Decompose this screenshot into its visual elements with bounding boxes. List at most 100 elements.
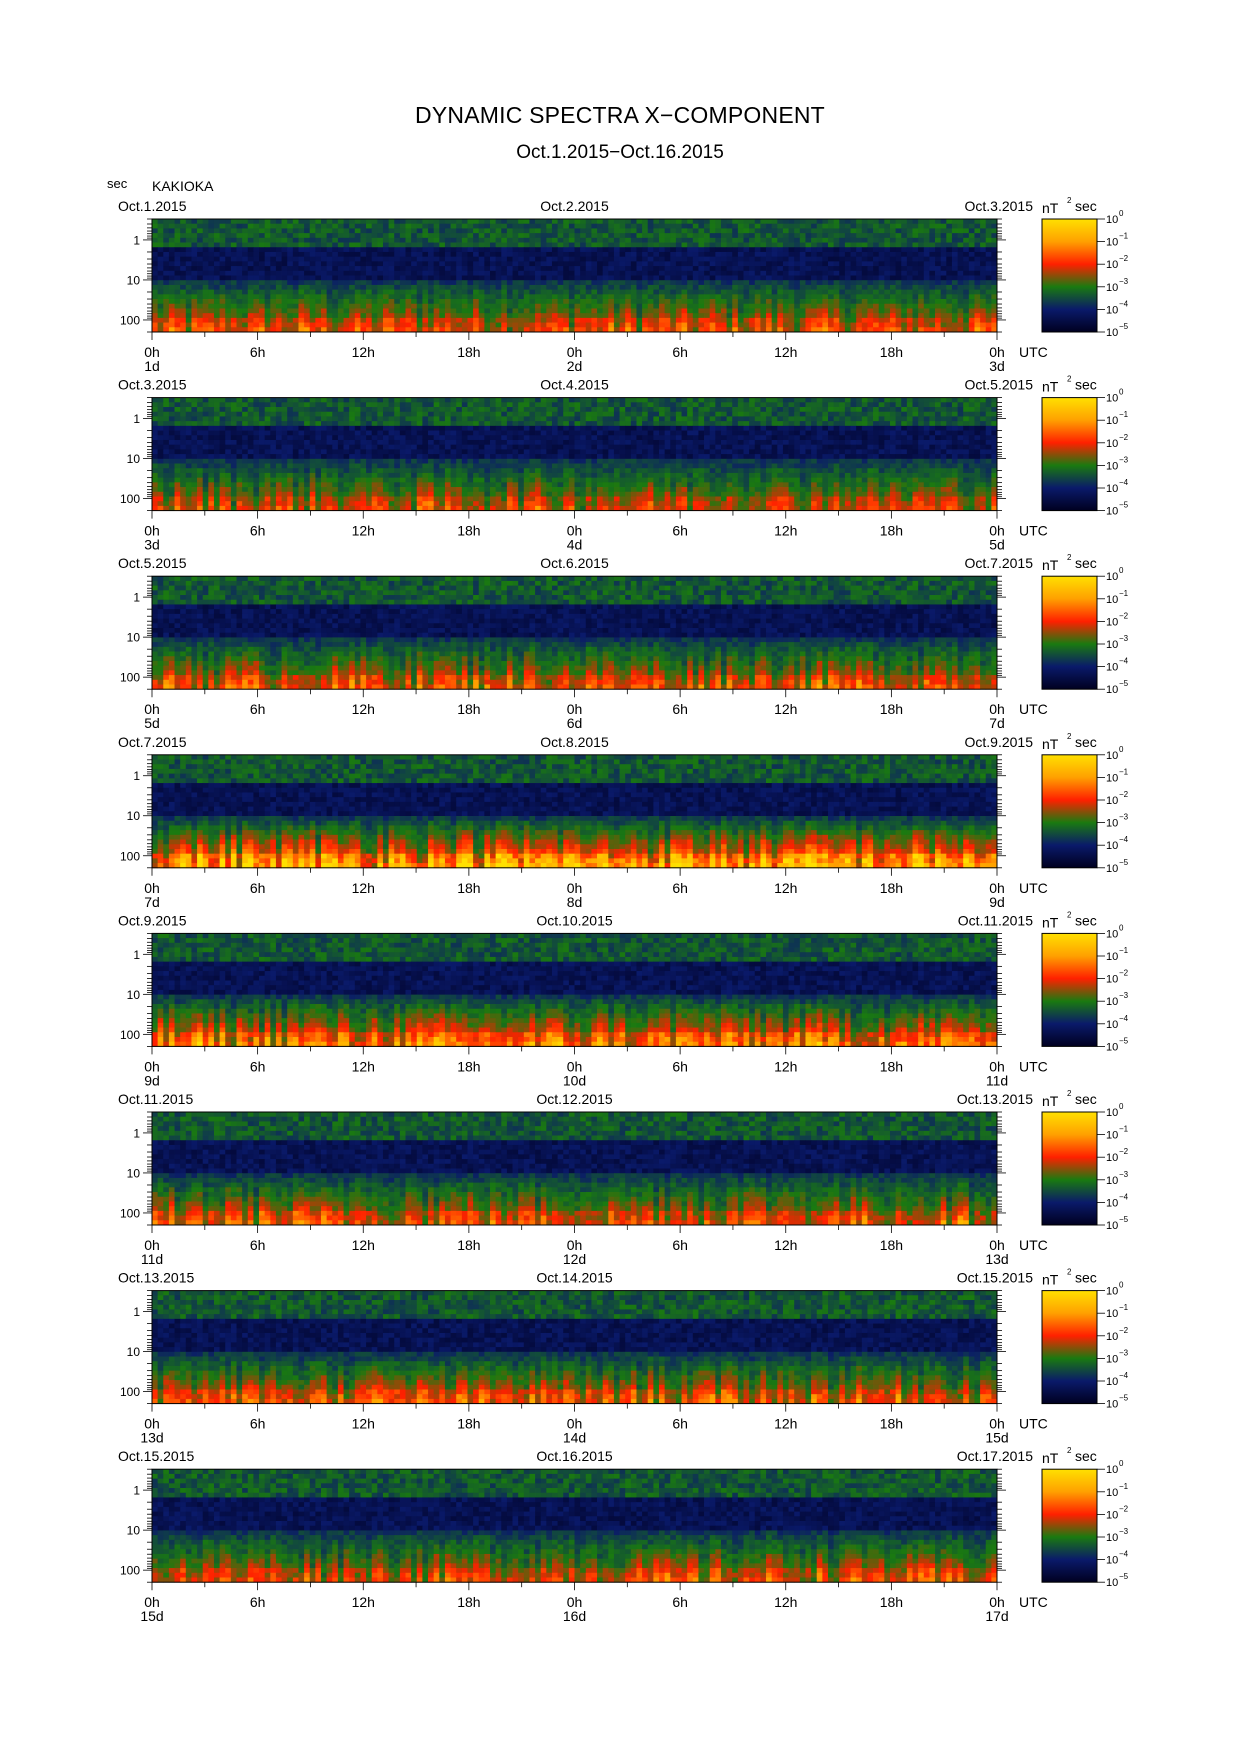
spectrogram-cell <box>416 299 423 305</box>
spectrogram-cell <box>219 284 226 291</box>
spectrogram-cell <box>343 397 350 403</box>
spectrogram-cell <box>940 228 947 234</box>
spectrogram-cell <box>236 284 243 291</box>
spectrogram-cell <box>985 425 992 431</box>
spectrogram-cell <box>760 402 767 408</box>
spectrogram-cell <box>180 421 187 427</box>
spectrogram-cell <box>444 407 451 413</box>
spectrogram-cell <box>478 275 485 281</box>
spectrogram-cell <box>935 270 942 276</box>
spectrogram-cell <box>287 237 294 243</box>
spectrogram-cell <box>433 237 440 243</box>
chart-title: DYNAMIC SPECTRA X−COMPONENT <box>0 102 1240 129</box>
spectrogram-cell <box>591 228 598 234</box>
spectrogram-cell <box>912 313 919 319</box>
spectrogram-cell <box>873 242 880 248</box>
spectrogram-cell <box>349 425 356 431</box>
spectrogram-cell <box>918 317 925 323</box>
spectrogram-cell <box>985 430 992 436</box>
spectrogram-cell <box>698 308 705 314</box>
spectrogram-cell <box>163 313 170 319</box>
spectrogram-cell <box>242 407 249 413</box>
spectrogram-cell <box>287 228 294 234</box>
spectrogram-cell <box>467 303 474 309</box>
spectrogram-cell <box>867 228 874 234</box>
spectrogram-cell <box>963 425 970 431</box>
spectrogram-cell <box>799 313 806 319</box>
spectrogram-cell <box>766 289 773 295</box>
spectrogram-cell <box>467 251 474 258</box>
spectrogram-cell <box>152 219 159 225</box>
spectrogram-cell <box>968 317 975 323</box>
spectrogram-cell <box>816 322 823 328</box>
spectrogram-cell <box>191 313 198 319</box>
spectrogram-cell <box>180 397 187 403</box>
spectrogram-cell <box>213 256 220 262</box>
spectrogram-cell <box>529 233 536 239</box>
spectrogram-cell <box>535 233 542 239</box>
spectrogram-cell <box>878 223 885 229</box>
spectrogram-cell <box>371 266 378 272</box>
spectrogram-cell <box>613 247 620 253</box>
spectrogram-cell <box>281 322 288 328</box>
spectrogram-cell <box>467 233 474 239</box>
spectrogram-cell <box>574 322 581 328</box>
spectrogram-cell <box>749 299 756 305</box>
spectrogram-cell <box>766 407 773 413</box>
spectrogram-cell <box>625 416 632 422</box>
spectrogram-cell <box>180 219 187 225</box>
spectrogram-cell <box>625 313 632 319</box>
spectrogram-cell <box>647 308 654 314</box>
spectrogram-cell <box>918 421 925 427</box>
spectrogram-cell <box>754 289 761 295</box>
spectrogram-cell <box>664 402 671 408</box>
spectrogram-cell <box>422 228 429 234</box>
spectrogram-cell <box>343 407 350 413</box>
spectrogram-cell <box>275 280 282 286</box>
spectrogram-cell <box>974 430 981 436</box>
spectrogram-cell <box>749 402 756 408</box>
spectrogram-cell <box>287 233 294 239</box>
spectrogram-cell <box>675 223 682 229</box>
spectrogram-cell <box>923 411 930 417</box>
spectrogram-cell <box>591 284 598 291</box>
spectrogram-cell <box>568 411 575 417</box>
spectrogram-cell <box>354 402 361 408</box>
spectrogram-cell <box>602 322 609 328</box>
spectrogram-cell <box>551 270 558 276</box>
spectrogram-cell <box>805 416 812 422</box>
spectrogram-cell <box>484 242 491 248</box>
spectrogram-cell <box>782 270 789 276</box>
spectrogram-cell <box>495 289 502 295</box>
spectrogram-cell <box>456 266 463 272</box>
spectrogram-cell <box>895 237 902 243</box>
spectrogram-cell <box>225 308 232 314</box>
spectrogram-cell <box>535 275 542 281</box>
spectrogram-cell <box>737 251 744 258</box>
spectrogram-cell <box>608 261 615 267</box>
spectrogram-cell <box>777 313 784 319</box>
spectrogram-cell <box>771 397 778 403</box>
spectrogram-cell <box>287 425 294 431</box>
spectrogram-cell <box>563 411 570 417</box>
spectrogram-cell <box>726 256 733 262</box>
spectrogram-cell <box>225 256 232 262</box>
spectrogram-cell <box>692 421 699 427</box>
spectrogram-cell <box>608 242 615 248</box>
spectrogram-cell <box>343 425 350 431</box>
spectrogram-cell <box>873 261 880 267</box>
spectrogram-cell <box>484 435 491 441</box>
spectrogram-cell <box>298 256 305 262</box>
spectrogram-cell <box>208 275 215 281</box>
spectrogram-cell <box>889 228 896 234</box>
spectrogram-cell <box>946 233 953 239</box>
spectrogram-cell <box>957 280 964 286</box>
spectrogram-cell <box>354 411 361 417</box>
spectrogram-cell <box>743 247 750 253</box>
spectrogram-cell <box>659 233 666 239</box>
spectrogram-cell <box>332 402 339 408</box>
spectrogram-cell <box>366 294 373 300</box>
spectrogram-cell <box>456 303 463 309</box>
spectrogram-cell <box>563 402 570 408</box>
spectrogram-cell <box>326 303 333 309</box>
